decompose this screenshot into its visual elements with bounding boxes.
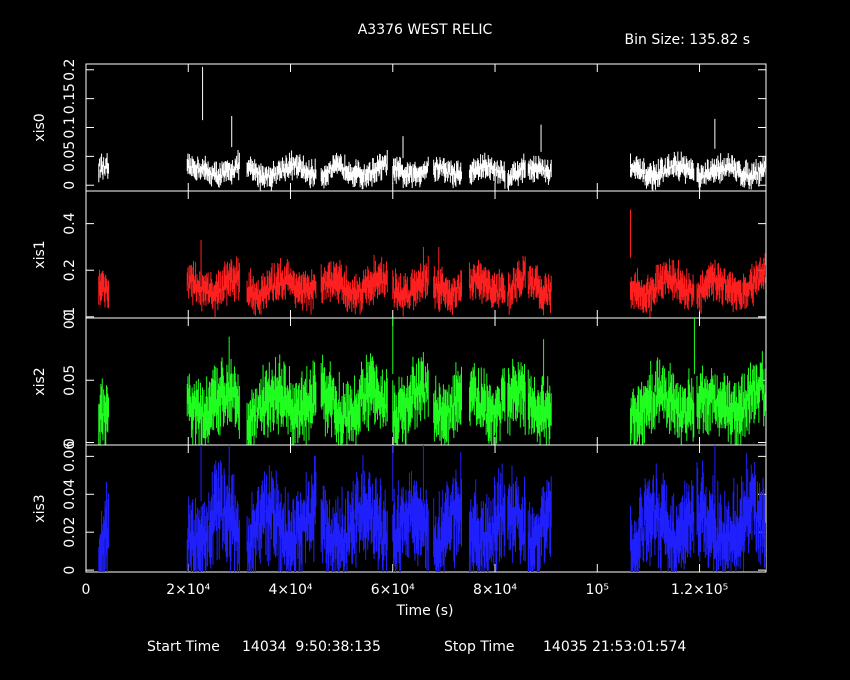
- x-tick-label: 4×10⁴: [268, 582, 312, 598]
- stop-time-value: 14035 21:53:01:574: [543, 639, 686, 655]
- y-tick-label: 0.02: [62, 517, 78, 548]
- series-xis2: [98, 318, 766, 445]
- y-tick-label: 0: [62, 181, 78, 190]
- bin-size-label: Bin Size: 135.82 s: [625, 32, 750, 48]
- y-tick-label: 0.1: [62, 307, 78, 329]
- y-tick-label: 0.2: [62, 59, 78, 81]
- y-axis-label-xis3: xis3: [32, 494, 48, 522]
- y-tick-label: 0.06: [62, 441, 78, 472]
- y-tick-label: 0.05: [62, 141, 78, 172]
- y-tick-label: 0.4: [62, 212, 78, 234]
- x-axis-label: Time (s): [396, 603, 454, 619]
- y-tick-label: 0.04: [62, 479, 78, 510]
- series-xis1: [98, 209, 766, 318]
- panel-xis0: 0 0.05 0.1 0.15 0.2 xis0: [32, 59, 767, 192]
- y-tick-label: 0.2: [62, 259, 78, 281]
- series-xis3: [98, 445, 766, 572]
- x-tick-label: 8×10⁴: [473, 582, 517, 598]
- plot-title: A3376 WEST RELIC: [358, 22, 493, 38]
- x-tick-label: 6×10⁴: [371, 582, 415, 598]
- panel-xis2: 0 0.05 0.1 xis2: [32, 307, 767, 447]
- y-axis-label-xis1: xis1: [32, 240, 48, 268]
- stop-time-label: Stop Time: [444, 639, 515, 655]
- panel-xis1: 0 0.2 0.4 xis1: [32, 190, 767, 321]
- start-time-label: Start Time: [147, 639, 220, 655]
- start-time-value: 14034 9:50:38:135: [242, 639, 381, 655]
- x-tick-label: 0: [82, 582, 91, 598]
- panel-xis3: 0 0.02 0.04 0.06 xis3: [32, 441, 767, 575]
- x-tick-label: 1.2×10⁵: [671, 582, 728, 598]
- y-tick-label: 0.15: [62, 83, 78, 114]
- y-tick-label: 0: [62, 566, 78, 575]
- x-tick-label: 2×10⁴: [166, 582, 210, 598]
- panels-group: 0 0.05 0.1 0.15 0.2 xis0 0 0.2 0.4 xis1 0 0.05 0.1 xi…: [32, 59, 767, 598]
- x-tick-label: 10⁵: [586, 582, 609, 598]
- y-tick-label: 0.05: [62, 365, 78, 396]
- y-tick-label: 0.1: [62, 116, 78, 138]
- y-tick-label: 0: [62, 312, 78, 321]
- y-axis-label-xis2: xis2: [32, 367, 48, 395]
- y-tick-label: 0: [62, 438, 78, 447]
- series-xis0: [98, 66, 766, 191]
- panel-frame-xis1: [85, 190, 767, 319]
- panel-frame-xis3: [85, 444, 767, 573]
- y-axis-label-xis0: xis0: [32, 113, 48, 141]
